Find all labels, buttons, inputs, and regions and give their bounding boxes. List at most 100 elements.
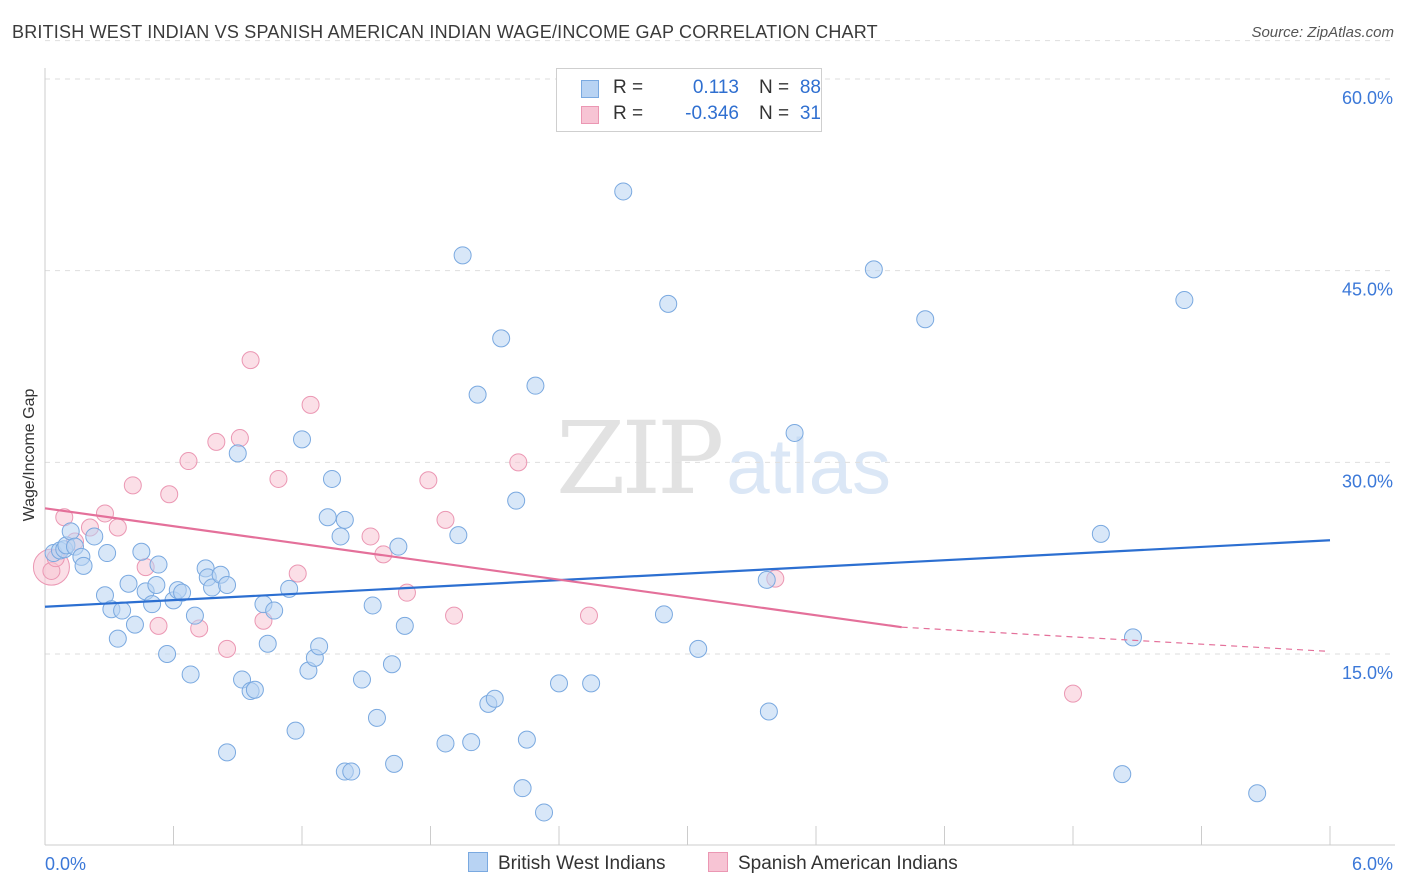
data-point-pink bbox=[436, 510, 455, 529]
data-point-blue bbox=[492, 329, 511, 348]
data-point-blue bbox=[1248, 784, 1267, 803]
data-point-blue bbox=[342, 762, 361, 781]
y-axis-label: Wage/Income Gap bbox=[21, 388, 38, 522]
legend-swatch-blue bbox=[581, 80, 599, 98]
legend-swatch-pink bbox=[581, 106, 599, 124]
data-point-pink bbox=[149, 616, 168, 635]
bottom-legend-label: British West Indians bbox=[498, 853, 666, 874]
data-point-pink bbox=[160, 485, 179, 504]
data-point-pink bbox=[509, 453, 528, 472]
data-point-pink bbox=[241, 351, 260, 370]
data-point-blue bbox=[367, 708, 386, 727]
data-point-blue bbox=[614, 182, 633, 201]
data-point-blue bbox=[98, 544, 117, 563]
data-point-blue bbox=[293, 430, 311, 449]
data-point-blue bbox=[310, 637, 329, 656]
data-point-blue bbox=[318, 508, 337, 527]
trend-line-blue bbox=[44, 539, 1331, 608]
data-point-blue bbox=[1123, 628, 1142, 647]
chart-title: BRITISH WEST INDIAN VS SPANISH AMERICAN … bbox=[12, 22, 878, 42]
data-point-pink bbox=[207, 432, 226, 451]
data-point-blue bbox=[331, 527, 350, 546]
data-point-pink bbox=[419, 471, 438, 490]
data-point-pink bbox=[123, 476, 142, 495]
bottom-legend-pink: Spanish American Indians bbox=[708, 852, 958, 875]
data-point-blue bbox=[352, 670, 371, 689]
legend-r-label: R = bbox=[613, 103, 644, 124]
data-point-blue bbox=[218, 576, 237, 594]
trend-line-pink bbox=[44, 507, 902, 629]
data-point-blue bbox=[689, 639, 708, 658]
data-point-blue bbox=[74, 556, 93, 575]
legend-r-label: R = bbox=[613, 77, 644, 98]
watermark-atlas: atlas bbox=[726, 422, 892, 510]
legend-n-label: N = bbox=[759, 77, 790, 98]
data-point-pink bbox=[1064, 684, 1082, 703]
data-point-blue bbox=[582, 674, 601, 693]
data-point-blue bbox=[535, 803, 554, 822]
data-point-blue bbox=[916, 310, 935, 329]
bottom-legend-label: Spanish American Indians bbox=[738, 853, 958, 874]
legend-n-label: N = bbox=[759, 103, 790, 124]
data-point-blue bbox=[526, 376, 545, 395]
data-point-blue bbox=[485, 689, 504, 708]
data-point-blue bbox=[507, 491, 526, 510]
data-point-pink bbox=[230, 429, 249, 448]
data-point-blue bbox=[759, 702, 778, 721]
data-point-pink bbox=[269, 469, 288, 488]
data-point-pink bbox=[95, 504, 114, 523]
data-point-blue bbox=[363, 596, 382, 615]
data-point-blue bbox=[108, 629, 127, 648]
trend-line-pink-extension bbox=[901, 626, 1331, 653]
data-point-blue bbox=[757, 570, 776, 589]
x-tick-label: 6.0% bbox=[1352, 854, 1393, 874]
data-point-pink bbox=[579, 606, 598, 625]
data-point-blue bbox=[436, 734, 455, 753]
y-tick-label: 60.0% bbox=[1342, 88, 1393, 108]
bottom-legend-swatch-pink bbox=[708, 852, 728, 872]
x-tick-label: 0.0% bbox=[45, 854, 86, 874]
stats-legend: R = 0.113 N = 88 R = -0.346 N = 31 bbox=[556, 68, 822, 132]
data-point-pink bbox=[179, 452, 198, 471]
data-point-blue bbox=[119, 574, 138, 593]
data-point-blue bbox=[218, 743, 237, 762]
legend-r-value: 0.113 bbox=[692, 77, 739, 98]
data-point-blue bbox=[85, 527, 104, 546]
legend-n-value: 88 bbox=[799, 77, 821, 98]
data-point-blue bbox=[132, 542, 151, 561]
data-point-blue bbox=[265, 601, 284, 620]
data-point-blue bbox=[382, 655, 401, 674]
watermark: ZIPatlas bbox=[556, 400, 891, 517]
data-point-blue bbox=[513, 779, 532, 798]
y-tick-label: 30.0% bbox=[1342, 471, 1393, 491]
data-point-blue bbox=[453, 246, 472, 265]
data-point-blue bbox=[125, 615, 144, 634]
legend-r-value: -0.346 bbox=[685, 103, 739, 124]
bottom-legend-swatch-blue bbox=[468, 852, 488, 872]
data-point-blue bbox=[185, 606, 204, 625]
data-point-blue bbox=[462, 733, 481, 752]
data-point-blue bbox=[1175, 291, 1194, 310]
data-point-pink bbox=[108, 518, 127, 537]
data-point-blue bbox=[113, 601, 132, 620]
legend-n-value: 31 bbox=[799, 103, 821, 124]
data-point-pink bbox=[445, 606, 464, 625]
data-point-blue bbox=[158, 645, 177, 663]
data-point-blue bbox=[228, 444, 247, 463]
data-point-blue bbox=[286, 721, 305, 740]
data-point-blue bbox=[1113, 765, 1132, 784]
data-point-blue bbox=[61, 522, 80, 541]
watermark-zip: ZIP bbox=[556, 400, 724, 517]
data-point-blue bbox=[173, 583, 192, 602]
data-point-pink bbox=[301, 395, 320, 414]
data-point-blue bbox=[550, 674, 568, 693]
data-point-blue bbox=[659, 294, 678, 313]
data-point-blue bbox=[258, 634, 277, 653]
data-point-blue bbox=[395, 616, 414, 635]
data-point-blue bbox=[517, 730, 536, 749]
bottom-legend-blue: British West Indians bbox=[468, 852, 666, 875]
data-point-blue bbox=[654, 605, 673, 624]
data-point-blue bbox=[864, 260, 883, 279]
source-label: Source: ZipAtlas.com bbox=[1251, 24, 1394, 41]
